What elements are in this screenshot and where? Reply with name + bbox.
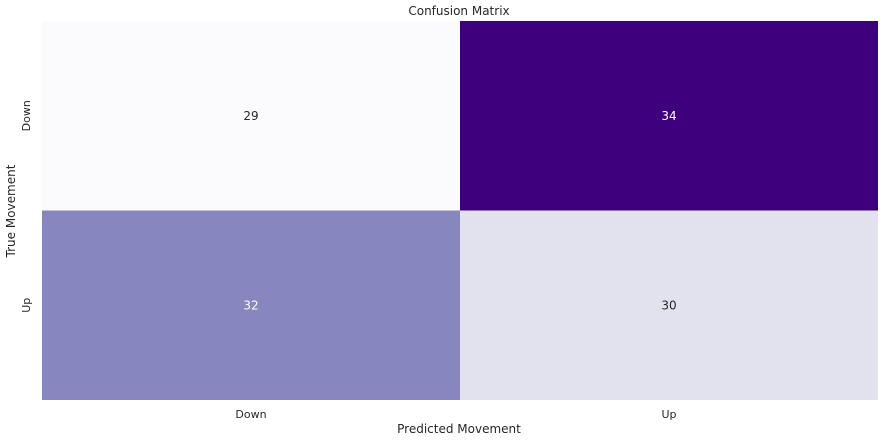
heatmap-cell-1-1 — [460, 210, 878, 400]
heatmap-cell-0-1 — [460, 21, 878, 211]
cell-value-0-1: 34 — [661, 109, 676, 123]
heatmap-cell-1-0 — [42, 210, 460, 400]
cell-value-0-0: 29 — [243, 109, 258, 123]
heatmap-cells — [42, 21, 878, 400]
y-tick-label-0: Down — [20, 100, 33, 131]
y-tick-label-1: Up — [20, 298, 33, 313]
heatmap-annotations: 29 34 32 30 — [243, 109, 676, 313]
cell-value-1-0: 32 — [243, 298, 258, 312]
x-tick-label-0: Down — [235, 408, 266, 421]
chart-title: Confusion Matrix — [408, 4, 509, 18]
x-tick-labels: Down Up — [235, 408, 676, 421]
x-axis-label: Predicted Movement — [397, 422, 521, 436]
y-tick-labels: Down Up — [20, 100, 33, 313]
y-axis-label: True Movement — [4, 164, 18, 258]
heatmap-cell-0-0 — [42, 21, 460, 211]
cell-value-1-1: 30 — [661, 298, 676, 312]
x-tick-label-1: Up — [661, 408, 676, 421]
